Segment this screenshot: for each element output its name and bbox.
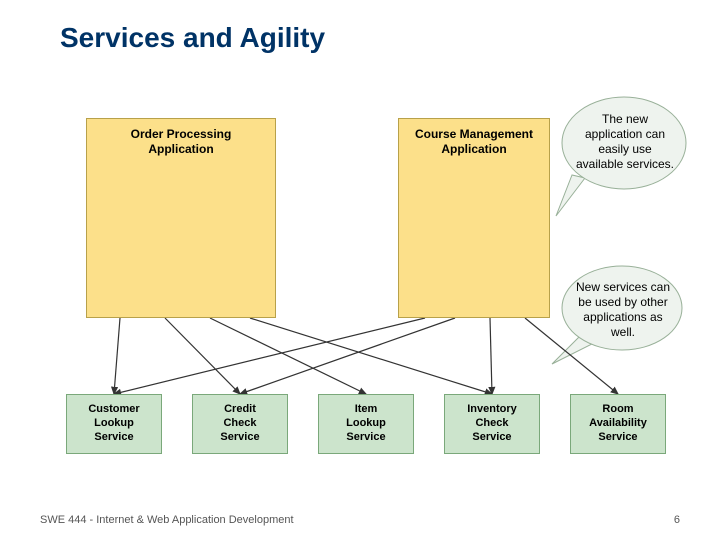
service-box: ItemLookupService: [318, 394, 414, 454]
footer-left: SWE 444 - Internet & Web Application Dev…: [40, 514, 294, 526]
service-box: CreditCheckService: [192, 394, 288, 454]
application-box: Course ManagementApplication: [398, 118, 550, 318]
page-title: Services and Agility: [60, 22, 325, 54]
service-box: RoomAvailabilityService: [570, 394, 666, 454]
application-box: Order ProcessingApplication: [86, 118, 276, 318]
callout-text: New services canbe used by otherapplicat…: [570, 280, 676, 340]
service-box: InventoryCheckService: [444, 394, 540, 454]
footer-right: 6: [674, 514, 680, 526]
callout-text: The newapplication caneasily useavailabl…: [570, 112, 680, 172]
service-box: CustomerLookupService: [66, 394, 162, 454]
